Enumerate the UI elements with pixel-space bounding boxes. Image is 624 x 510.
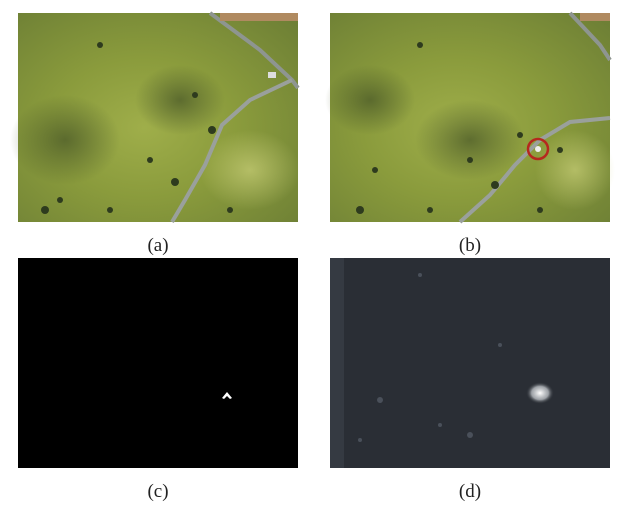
noise	[358, 273, 502, 442]
mask	[18, 258, 298, 468]
shadow	[135, 65, 225, 135]
panel-b	[325, 11, 615, 224]
panel-label: (d)	[459, 481, 481, 502]
highlight	[535, 130, 615, 210]
road	[208, 11, 300, 90]
panel-label: (c)	[147, 481, 168, 502]
target	[535, 146, 541, 152]
trees	[41, 42, 233, 214]
shadow	[325, 65, 415, 135]
detection	[526, 382, 554, 404]
shadow	[415, 100, 525, 180]
target-circle	[526, 137, 550, 161]
detection	[222, 392, 232, 399]
edge	[330, 258, 344, 468]
building	[268, 72, 276, 78]
panel-label: (a)	[147, 235, 168, 256]
panel-d	[330, 258, 610, 468]
road	[568, 11, 612, 62]
highlight	[200, 130, 300, 210]
field	[220, 13, 298, 21]
trees	[356, 42, 563, 214]
road	[170, 78, 293, 224]
panel-c	[18, 258, 298, 468]
field	[580, 13, 610, 21]
panel-a	[10, 11, 300, 224]
shadow	[10, 95, 120, 185]
panel-label: (b)	[459, 235, 481, 256]
